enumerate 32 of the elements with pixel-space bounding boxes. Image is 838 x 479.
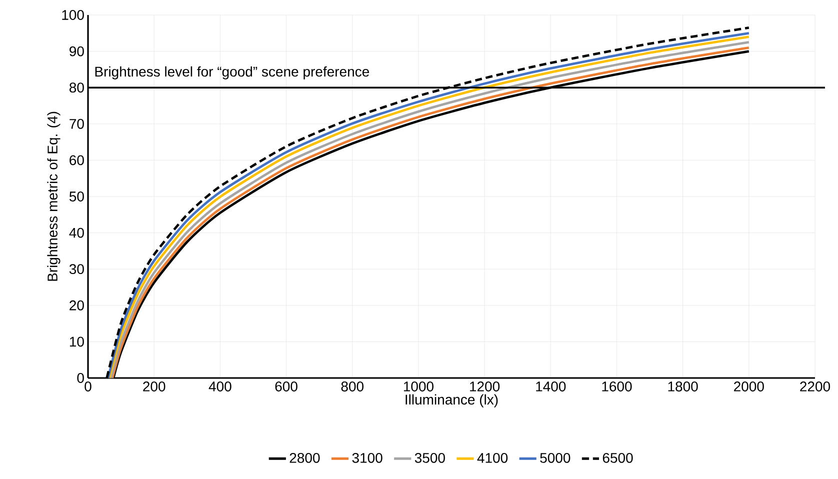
legend-label: 5000 xyxy=(540,452,570,463)
y-axis-title: Brightness metric of Eq. (4) xyxy=(47,112,60,281)
y-tick-label: 70 xyxy=(70,118,84,129)
y-tick-label: 10 xyxy=(70,336,84,347)
x-tick-label: 2000 xyxy=(734,382,764,392)
legend-label: 3500 xyxy=(414,452,445,463)
y-tick-label: 80 xyxy=(70,82,84,93)
x-tick-label: 400 xyxy=(208,382,232,392)
x-tick-label: 1200 xyxy=(470,382,500,392)
legend-label: 4100 xyxy=(477,452,508,463)
x-axis-title: Illuminance (lx) xyxy=(406,394,498,408)
x-tick-label: 0 xyxy=(84,382,92,392)
y-tick-label: 100 xyxy=(62,10,84,20)
x-tick-label: 1800 xyxy=(668,382,698,392)
x-tick-label: 800 xyxy=(341,382,364,392)
y-tick-label: 30 xyxy=(69,264,84,274)
legend-label: 3100 xyxy=(352,452,382,463)
y-tick-label: 60 xyxy=(70,155,84,166)
y-tick-label: 40 xyxy=(69,228,84,238)
y-tick-label: 50 xyxy=(69,192,84,202)
legend-label: 2800 xyxy=(290,452,320,463)
ref-line-label: Brightness level for “good” scene preference xyxy=(95,66,370,80)
y-tick-label: 90 xyxy=(70,46,84,56)
x-tick-label: 200 xyxy=(143,382,166,392)
x-tick-label: 1000 xyxy=(404,382,434,392)
y-tick-label: 0 xyxy=(77,373,84,383)
y-tick-label: 20 xyxy=(70,300,84,310)
x-tick-label: 1600 xyxy=(602,382,632,392)
x-tick-label: 600 xyxy=(275,382,298,392)
legend-label: 6500 xyxy=(602,452,633,463)
x-tick-label: 1400 xyxy=(536,382,566,392)
x-tick-label: 2200 xyxy=(800,382,830,392)
